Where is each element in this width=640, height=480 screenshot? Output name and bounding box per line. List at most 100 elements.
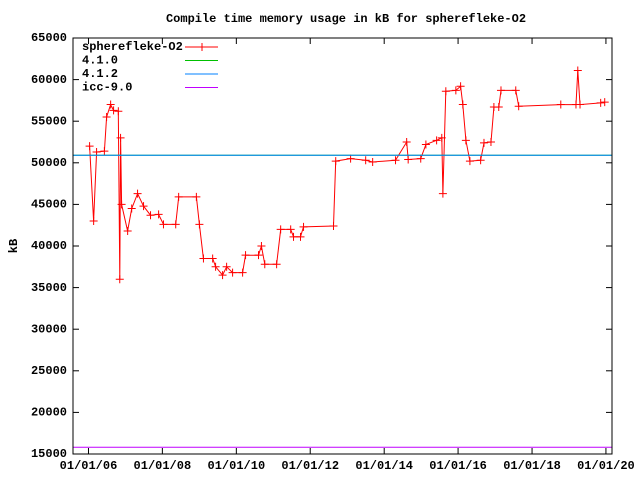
point-marker	[451, 86, 460, 95]
point-marker	[127, 204, 136, 213]
point-marker	[573, 66, 582, 75]
point-marker	[133, 189, 142, 198]
point-marker	[511, 86, 520, 95]
point-marker	[404, 155, 413, 164]
point-marker	[171, 220, 180, 229]
x-tick-label: 01/01/10	[208, 459, 266, 473]
point-marker	[476, 156, 485, 165]
point-marker	[441, 87, 450, 96]
point-marker	[109, 106, 118, 115]
point-marker	[465, 157, 474, 166]
point-marker	[102, 113, 111, 122]
point-marker	[432, 136, 441, 145]
y-tick-label: 55000	[31, 114, 67, 128]
y-tick-label: 40000	[31, 239, 67, 253]
point-marker	[195, 220, 204, 229]
y-tick-label: 15000	[31, 447, 67, 461]
point-marker	[276, 225, 285, 234]
point-marker	[296, 232, 305, 241]
point-marker	[438, 189, 447, 198]
point-marker	[199, 254, 208, 263]
y-tick-label: 65000	[31, 31, 67, 45]
x-tick-label: 01/01/14	[355, 459, 413, 473]
point-marker	[486, 138, 495, 146]
point-marker	[114, 107, 123, 116]
y-tick-label: 30000	[31, 322, 67, 336]
point-marker	[117, 200, 126, 209]
point-marker	[228, 268, 237, 277]
legend-label: 4.1.0	[82, 54, 118, 68]
legend-marker	[198, 43, 206, 51]
point-marker	[238, 268, 247, 277]
y-tick-label: 50000	[31, 156, 67, 170]
point-marker	[416, 154, 425, 163]
point-marker	[254, 251, 263, 260]
point-marker	[139, 202, 148, 211]
point-marker	[391, 156, 400, 165]
plot-area: 15000 20000 25000 30000 35000 40000 45000 50000…	[31, 31, 635, 473]
point-marker	[479, 138, 488, 147]
point-marker	[596, 98, 605, 107]
point-marker	[496, 86, 505, 95]
y-tick-label: 25000	[31, 364, 67, 378]
point-marker	[174, 192, 183, 201]
point-marker	[146, 211, 155, 220]
point-marker	[159, 220, 168, 229]
point-marker	[458, 100, 467, 109]
point-marker	[92, 147, 101, 156]
x-tick-label: 01/01/06	[60, 459, 118, 473]
point-marker	[272, 260, 281, 269]
point-marker	[85, 142, 94, 151]
point-marker	[368, 157, 377, 166]
point-marker	[286, 225, 295, 234]
point-marker	[192, 192, 201, 201]
y-tick-label: 60000	[31, 73, 67, 87]
point-marker	[218, 271, 227, 280]
y-tick-label: 45000	[31, 198, 67, 212]
chart-title: Compile time memory usage in kB for sphe…	[166, 12, 526, 26]
point-marker	[494, 103, 503, 112]
point-marker	[241, 251, 250, 260]
point-marker	[331, 157, 340, 166]
point-marker	[437, 133, 446, 142]
point-marker	[222, 262, 231, 271]
x-tick-label: 01/01/20	[577, 459, 635, 473]
y-axis-label: kB	[7, 239, 21, 253]
point-marker	[211, 262, 220, 271]
point-marker	[116, 133, 125, 142]
x-tick-label: 01/01/16	[429, 459, 487, 473]
point-marker	[421, 140, 430, 149]
point-marker	[402, 138, 411, 146]
point-marker	[115, 275, 124, 284]
point-marker	[600, 98, 609, 107]
point-marker	[106, 100, 115, 109]
point-marker	[461, 136, 470, 145]
x-tick-label: 01/01/12	[281, 459, 339, 473]
point-marker	[556, 100, 565, 109]
legend-label: 4.1.2	[82, 67, 118, 81]
point-marker	[260, 260, 269, 269]
point-marker	[456, 82, 465, 91]
point-marker	[299, 222, 308, 231]
point-marker	[514, 102, 523, 111]
point-marker	[100, 147, 109, 156]
point-marker	[89, 217, 98, 226]
point-marker	[257, 242, 266, 250]
point-marker	[329, 222, 338, 231]
point-marker	[346, 154, 355, 163]
y-tick-label: 35000	[31, 281, 67, 295]
legend-label: icc-9.0	[82, 81, 132, 95]
point-marker	[361, 156, 370, 165]
legend-label: spherefleke-O2	[82, 40, 183, 54]
point-marker	[289, 232, 298, 241]
point-marker	[576, 100, 585, 109]
point-marker	[208, 254, 217, 263]
point-marker	[123, 227, 132, 236]
x-tick-label: 01/01/08	[134, 459, 192, 473]
point-marker	[154, 210, 163, 219]
x-tick-label: 01/01/18	[503, 459, 561, 473]
y-tick-label: 20000	[31, 406, 67, 420]
plot-border	[72, 37, 613, 455]
